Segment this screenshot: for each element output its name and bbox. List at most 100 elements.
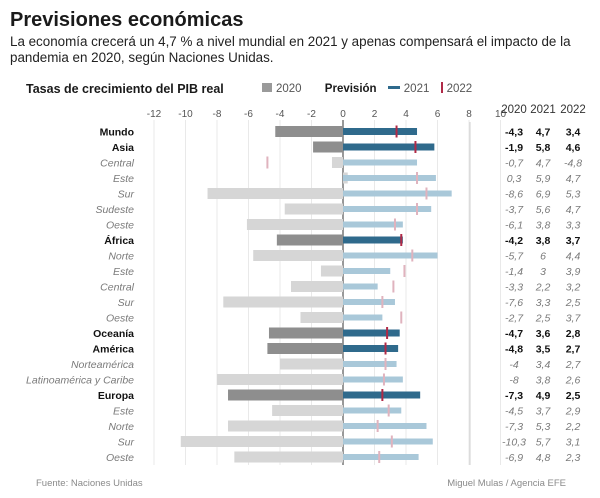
table-value-2020: 0,3: [507, 173, 522, 185]
table-value-2021: 5,3: [536, 421, 551, 433]
table-value-2022: 4,4: [566, 251, 581, 263]
bar-2020: [267, 343, 343, 354]
row-label: Central: [100, 158, 135, 170]
bar-2020: [180, 436, 343, 447]
x-tick-label: -12: [147, 109, 162, 120]
legend-prevision-label: Previsión: [324, 83, 377, 95]
table-header-2022: 2022: [560, 104, 586, 116]
table-value-2022: 4,7: [566, 204, 582, 216]
row-label: Norteamérica: [71, 359, 134, 371]
table-value-2022: 3,4: [566, 127, 581, 139]
x-tick-label: -6: [244, 109, 253, 120]
x-tick-label: -8: [213, 109, 222, 120]
x-tick-label: 10: [495, 109, 507, 120]
bar-2021: [343, 345, 399, 352]
table-value-2022: 4,6: [566, 142, 581, 154]
page-subtitle: La economía crecerá un 4,7 % a nivel mun…: [10, 34, 571, 65]
row-label: Oeste: [106, 452, 134, 464]
table-value-2022: 5,3: [566, 189, 581, 201]
bar-2021: [343, 128, 418, 135]
table-value-2020: -10,3: [502, 437, 526, 449]
table-value-2020: -1,9: [505, 142, 523, 154]
table-value-2020: -4,8: [505, 344, 523, 356]
page-title: Previsiones económicas: [10, 9, 244, 31]
table-header-2020: 2020: [501, 104, 527, 116]
row-label: África: [104, 234, 134, 247]
bar-2021: [343, 175, 436, 181]
table-value-2020: -7,6: [505, 297, 523, 309]
bar-2020: [228, 420, 343, 432]
table-value-2021: 5,6: [536, 204, 551, 216]
bar-2021: [343, 361, 397, 367]
table-value-2020: -1,4: [505, 266, 523, 278]
table-value-2022: 2,5: [566, 390, 581, 402]
bar-2020: [272, 405, 343, 416]
table-value-2020: -5,7: [505, 251, 524, 263]
bar-2020: [320, 265, 343, 277]
table-value-2021: 3,8: [536, 375, 551, 387]
table-value-2021: 5,7: [536, 437, 552, 449]
table-value-2021: 3,6: [536, 328, 551, 340]
bar-2020: [313, 141, 343, 153]
table-value-2022: 2,7: [565, 359, 582, 371]
bar-2020: [234, 451, 343, 463]
legend-2022-label: 2022: [446, 83, 473, 95]
x-tick-label: 4: [403, 109, 409, 120]
x-tick-label: 6: [435, 109, 441, 120]
table-value-2022: 2,5: [565, 297, 581, 309]
row-label: Sudeste: [95, 204, 134, 216]
table-value-2022: 3,2: [566, 282, 581, 294]
row-label: Sur: [118, 189, 135, 201]
row-label: Este: [113, 266, 134, 278]
row-label: Asia: [112, 142, 134, 154]
table-value-2021: 6: [540, 251, 546, 263]
table-value-2020: -8: [509, 375, 518, 387]
table-value-2021: 3,8: [536, 235, 551, 247]
row-label: Central: [100, 282, 135, 294]
x-tick-label: 8: [466, 109, 472, 120]
bar-2021: [343, 376, 403, 383]
table-value-2022: 3,7: [566, 313, 582, 325]
table-value-2021: 2,2: [535, 282, 551, 294]
bar-2020: [228, 389, 343, 401]
row-label: Europa: [98, 390, 134, 402]
table-value-2022: 3,7: [566, 235, 581, 247]
table-value-2022: 3,3: [566, 220, 581, 232]
bar-2020: [275, 126, 343, 137]
table-value-2022: 2,9: [565, 406, 581, 418]
table-value-2021: 4,9: [536, 390, 551, 402]
table-value-2020: -4,3: [505, 127, 523, 139]
table-value-2022: 2,8: [566, 328, 581, 340]
table-value-2021: 3,7: [536, 406, 552, 418]
table-value-2022: 3,9: [566, 266, 581, 278]
table-value-2021: 5,8: [536, 142, 551, 154]
x-tick-label: -4: [276, 109, 285, 120]
table-value-2020: -7,3: [505, 390, 523, 402]
bar-2021: [343, 190, 452, 197]
row-label: Este: [113, 406, 134, 418]
legend-2021-swatch: [387, 86, 400, 89]
row-label: Sur: [118, 297, 135, 309]
row-label: Norte: [108, 251, 134, 263]
row-label: América: [93, 344, 135, 356]
table-value-2021: 3: [540, 266, 546, 278]
bar-2021: [343, 268, 391, 274]
chart-title: Tasas de crecimiento del PIB real: [26, 82, 224, 96]
x-tick-label: 2: [372, 109, 378, 120]
table-value-2020: -3,3: [505, 282, 523, 294]
bar-2021: [343, 438, 433, 445]
legend-2020-swatch: [262, 83, 272, 92]
table-value-2020: -6,1: [505, 220, 523, 232]
bar-2020: [268, 327, 343, 339]
bar-2021: [343, 143, 435, 151]
bar-2021: [343, 236, 403, 244]
row-label: Este: [113, 173, 134, 185]
x-tick-label: -2: [307, 109, 316, 120]
table-value-2021: 3,4: [536, 359, 551, 371]
bar-2020: [207, 188, 343, 199]
table-value-2022: 2,2: [565, 421, 581, 433]
table-value-2022: 2,7: [566, 344, 581, 356]
bar-2021: [343, 159, 418, 166]
table-value-2021: 3,3: [536, 297, 551, 309]
